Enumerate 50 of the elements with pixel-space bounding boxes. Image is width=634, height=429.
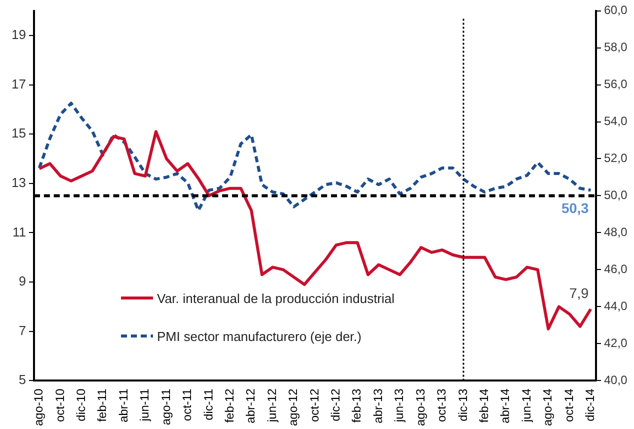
y2-tick-label: 50,0 <box>604 188 628 202</box>
x-tick-label: feb-11 <box>95 388 110 422</box>
x-tick-label: feb-12 <box>222 388 236 423</box>
x-tick-label: dic-11 <box>201 388 216 420</box>
x-tick-label: ago-14 <box>540 388 555 426</box>
x-tick-label: feb-14 <box>476 388 491 423</box>
legend-label: PMI sector manufacturero (eje der.) <box>157 328 362 344</box>
x-tick-label: abr-12 <box>244 388 258 424</box>
x-tick-label: feb-13 <box>350 388 364 423</box>
y-tick-label: 7 <box>18 322 26 338</box>
y2-tick-label: 52,0 <box>604 151 628 166</box>
x-tick-label: jun-11 <box>138 388 152 422</box>
x-tick-label: dic-13 <box>456 388 470 422</box>
y-tick-label: 9 <box>18 274 26 289</box>
x-tick-label: dic-10 <box>74 388 88 422</box>
y2-tick-label: 54,0 <box>604 114 628 128</box>
y-tick-label: 19 <box>12 27 26 42</box>
x-tick-label: ago-10 <box>32 388 46 426</box>
x-tick-label: jun-13 <box>392 388 406 423</box>
x-tick-label: abr-13 <box>370 388 385 424</box>
y2-tick-label: 48,0 <box>604 225 628 240</box>
y-tick-label: 15 <box>12 126 26 141</box>
x-tick-label: ago-12 <box>286 388 300 426</box>
x-tick-label: oct-13 <box>434 388 449 422</box>
x-tick-label: ago-11 <box>158 388 173 426</box>
x-tick-label: oct-14 <box>562 388 576 422</box>
y-tick-label: 11 <box>12 224 26 240</box>
y2-tick-label: 42,0 <box>604 336 628 350</box>
x-tick-label: jun-14 <box>519 388 534 423</box>
x-tick-label: jun-12 <box>264 388 279 423</box>
y2-tick-label: 56,0 <box>604 77 628 92</box>
y-tick-label: 17 <box>12 76 26 92</box>
y-tick-label: 13 <box>12 174 26 190</box>
x-tick-label: dic-14 <box>583 388 598 422</box>
y2-tick-label: 46,0 <box>604 262 628 276</box>
x-tick-label: oct-12 <box>307 388 322 422</box>
y-tick-label: 5 <box>18 372 26 388</box>
x-tick-label: abr-14 <box>498 388 512 424</box>
y2-tick-label: 44,0 <box>604 298 628 313</box>
y2-tick-label: 40,0 <box>604 372 628 387</box>
data-label: 7,9 <box>569 284 589 301</box>
x-tick-label: oct-10 <box>52 388 67 422</box>
data-label: 50,3 <box>561 200 589 216</box>
x-tick-label: dic-12 <box>328 388 343 422</box>
y2-tick-label: 58,0 <box>604 40 628 54</box>
legend-label: Var. interanual de la producción industrial <box>157 290 395 306</box>
x-tick-label: abr-11 <box>116 388 130 422</box>
x-tick-label: oct-11 <box>180 388 194 422</box>
x-tick-label: ago-13 <box>413 388 428 426</box>
y2-tick-label: 60,0 <box>604 3 628 18</box>
